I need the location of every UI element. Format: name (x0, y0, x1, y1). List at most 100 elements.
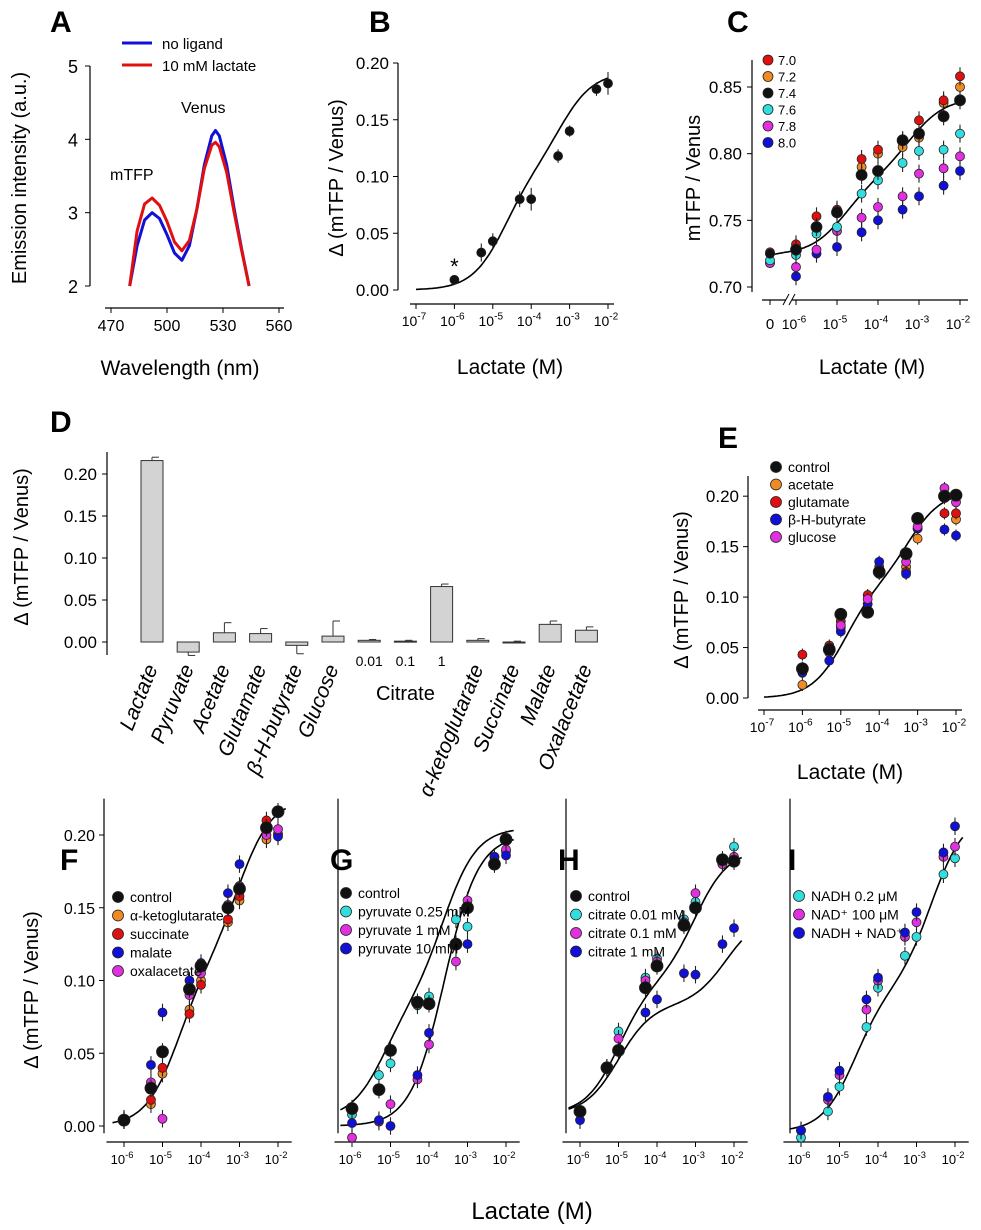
data-point (729, 923, 739, 934)
bar (249, 633, 273, 643)
panel-g: 10-6 10-5 10-4 10-3 10-2 control pyruvate 0.25… (334, 798, 520, 1167)
legend-marker (762, 87, 774, 99)
x-tick-label: 10-5 (377, 1150, 400, 1167)
legend-marker (762, 137, 774, 148)
y-tick-label: 0.15 (356, 111, 389, 130)
panel-h: 10-6 10-5 10-4 10-3 10-2 control citrate 0.01 … (562, 798, 748, 1167)
bar (357, 639, 381, 643)
fit-curve (568, 940, 743, 1110)
data-point (938, 144, 949, 155)
data-point (347, 1118, 357, 1128)
data-point (938, 489, 951, 503)
data-point (856, 188, 867, 199)
x-tick-label: 560 (266, 318, 293, 335)
bar (538, 623, 562, 643)
x-tick-label: 10-4 (188, 1150, 211, 1167)
data-point (955, 128, 965, 139)
legend-label: control (788, 459, 830, 475)
bar (393, 640, 417, 643)
annotation-mtfp: mTFP (110, 167, 154, 184)
legend-label: malate (130, 945, 172, 961)
data-point (476, 247, 487, 258)
data-point (834, 607, 848, 621)
legend-label: pyruvate 1 mM (358, 922, 451, 938)
y-tick-label: 0.05 (706, 639, 739, 658)
legend-marker (112, 928, 124, 940)
y-tick-label: 3 (68, 204, 78, 224)
x-tick-label: 10-4 (517, 312, 542, 329)
x-tick-label: 10-5 (827, 718, 852, 735)
data-point (897, 191, 908, 202)
bar-sublabel: 1 (438, 653, 446, 669)
legend-label: no ligand (162, 36, 223, 53)
legend-label: succinate (130, 926, 189, 942)
data-point (874, 556, 885, 567)
data-point (716, 853, 729, 867)
axis-break (788, 293, 796, 306)
legend-label: 7.2 (778, 70, 796, 85)
data-point (811, 244, 822, 255)
data-point (488, 857, 501, 871)
data-point (823, 1092, 833, 1102)
legend-marker (762, 120, 774, 132)
y-tick-label: 0.10 (706, 588, 739, 607)
data-point (896, 134, 909, 147)
data-point (897, 158, 908, 168)
data-point (385, 1121, 396, 1131)
y-tick-label: 0.00 (64, 633, 97, 652)
data-point (951, 530, 961, 541)
data-point (184, 1009, 195, 1019)
x-tick-label: 10-6 (440, 312, 465, 329)
y-axis-label: Δ (mTFP / Venus) (326, 99, 348, 256)
data-point (831, 206, 843, 219)
data-point (679, 968, 689, 979)
y-tick-label: 0.05 (64, 591, 97, 610)
data-point (938, 95, 949, 106)
legend-label: acetate (788, 477, 834, 493)
data-point (939, 508, 950, 519)
data-point (451, 956, 461, 967)
data-point (451, 914, 461, 925)
legend-label: glucose (788, 529, 836, 545)
shared-x-axis-label: Lactate (M) (471, 1198, 592, 1225)
data-point (677, 918, 691, 932)
x-tick-label: 10-2 (265, 1150, 288, 1167)
data-point (810, 221, 823, 233)
bar (502, 641, 526, 644)
data-point (937, 110, 950, 123)
bar (466, 639, 490, 643)
data-point (603, 78, 613, 89)
panel-letter-e: E (718, 422, 738, 455)
y-tick-label: 0.80 (709, 145, 742, 164)
data-point (462, 939, 473, 950)
x-tick-label: 10-4 (865, 1150, 888, 1167)
data-point (873, 144, 883, 155)
data-point (146, 1059, 156, 1070)
y-axis-label: mTFP / Venus (683, 115, 705, 241)
legend-label: citrate 1 mM (588, 944, 665, 960)
x-axis-label: Wavelength (nm) (100, 357, 259, 380)
legend-marker (770, 513, 782, 526)
axis-break (782, 293, 790, 306)
data-point (372, 1083, 386, 1097)
legend-label: control (588, 888, 630, 904)
data-point (374, 1115, 384, 1126)
data-point (914, 146, 924, 156)
data-point (422, 997, 436, 1011)
data-point (913, 127, 925, 140)
data-point (260, 821, 273, 835)
data-point (553, 151, 563, 161)
panel-letter-g: G (330, 844, 353, 877)
data-point (385, 1058, 396, 1069)
data-point (600, 1061, 614, 1075)
legend-marker (570, 945, 582, 958)
data-point (900, 927, 910, 938)
legend-marker (570, 908, 582, 921)
data-point (374, 1070, 384, 1080)
data-point (183, 982, 196, 996)
legend-label: NADH 0.2 μM (811, 888, 898, 904)
x-tick-label: 10-2 (721, 1150, 744, 1167)
data-point (797, 679, 808, 690)
y-tick-label: 0.00 (356, 281, 389, 300)
data-point (689, 901, 702, 915)
